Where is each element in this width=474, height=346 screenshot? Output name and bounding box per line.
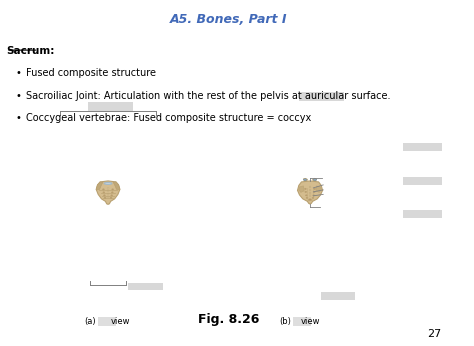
Polygon shape — [303, 179, 307, 181]
Text: Sacroiliac Joint: Articulation with the rest of the pelvis at auricular surface.: Sacroiliac Joint: Articulation with the … — [27, 91, 391, 101]
Ellipse shape — [104, 195, 105, 196]
Text: Coccygeal vertebrae: Fused composite structure = coccyx: Coccygeal vertebrae: Fused composite str… — [27, 113, 311, 123]
Ellipse shape — [311, 200, 312, 201]
Polygon shape — [299, 186, 304, 192]
FancyBboxPatch shape — [403, 177, 442, 185]
Text: •: • — [15, 113, 21, 123]
Ellipse shape — [107, 193, 109, 194]
Ellipse shape — [313, 179, 317, 180]
Text: (b): (b) — [279, 317, 291, 326]
Ellipse shape — [112, 189, 113, 190]
FancyBboxPatch shape — [321, 292, 356, 300]
Text: (a): (a) — [84, 317, 96, 326]
Ellipse shape — [313, 191, 315, 192]
Ellipse shape — [111, 192, 113, 193]
Polygon shape — [313, 179, 317, 181]
Ellipse shape — [312, 197, 314, 198]
FancyBboxPatch shape — [403, 210, 442, 218]
Polygon shape — [96, 181, 120, 204]
Polygon shape — [96, 182, 103, 189]
Text: Sacrum:: Sacrum: — [6, 46, 55, 56]
Polygon shape — [298, 181, 322, 204]
FancyBboxPatch shape — [403, 143, 442, 151]
Ellipse shape — [310, 189, 311, 191]
Ellipse shape — [310, 195, 311, 197]
Text: 27: 27 — [428, 329, 442, 339]
Ellipse shape — [306, 195, 307, 196]
Ellipse shape — [304, 179, 307, 180]
Ellipse shape — [310, 186, 311, 188]
Ellipse shape — [107, 196, 109, 197]
Text: Fused composite structure: Fused composite structure — [27, 68, 156, 78]
Ellipse shape — [104, 182, 112, 184]
Ellipse shape — [310, 192, 311, 194]
Ellipse shape — [110, 197, 112, 198]
Text: •: • — [15, 91, 21, 101]
FancyBboxPatch shape — [98, 317, 116, 326]
Ellipse shape — [309, 199, 311, 200]
Ellipse shape — [306, 197, 308, 198]
Text: •: • — [15, 68, 21, 78]
Polygon shape — [316, 186, 321, 192]
Ellipse shape — [313, 195, 314, 196]
Ellipse shape — [107, 188, 109, 189]
Ellipse shape — [305, 191, 307, 192]
Ellipse shape — [314, 188, 316, 190]
Text: view: view — [301, 317, 320, 326]
FancyBboxPatch shape — [88, 102, 133, 110]
Text: Fig. 8.26: Fig. 8.26 — [198, 313, 259, 326]
Ellipse shape — [111, 195, 112, 196]
Ellipse shape — [104, 197, 106, 198]
Polygon shape — [113, 182, 120, 189]
FancyBboxPatch shape — [128, 283, 163, 290]
FancyBboxPatch shape — [299, 92, 344, 101]
Ellipse shape — [305, 188, 306, 190]
Ellipse shape — [102, 189, 104, 190]
Ellipse shape — [308, 200, 309, 201]
FancyBboxPatch shape — [293, 317, 311, 326]
Ellipse shape — [107, 190, 109, 192]
Text: A5. Bones, Part I: A5. Bones, Part I — [170, 13, 287, 26]
Text: view: view — [110, 317, 130, 326]
Ellipse shape — [103, 192, 105, 193]
